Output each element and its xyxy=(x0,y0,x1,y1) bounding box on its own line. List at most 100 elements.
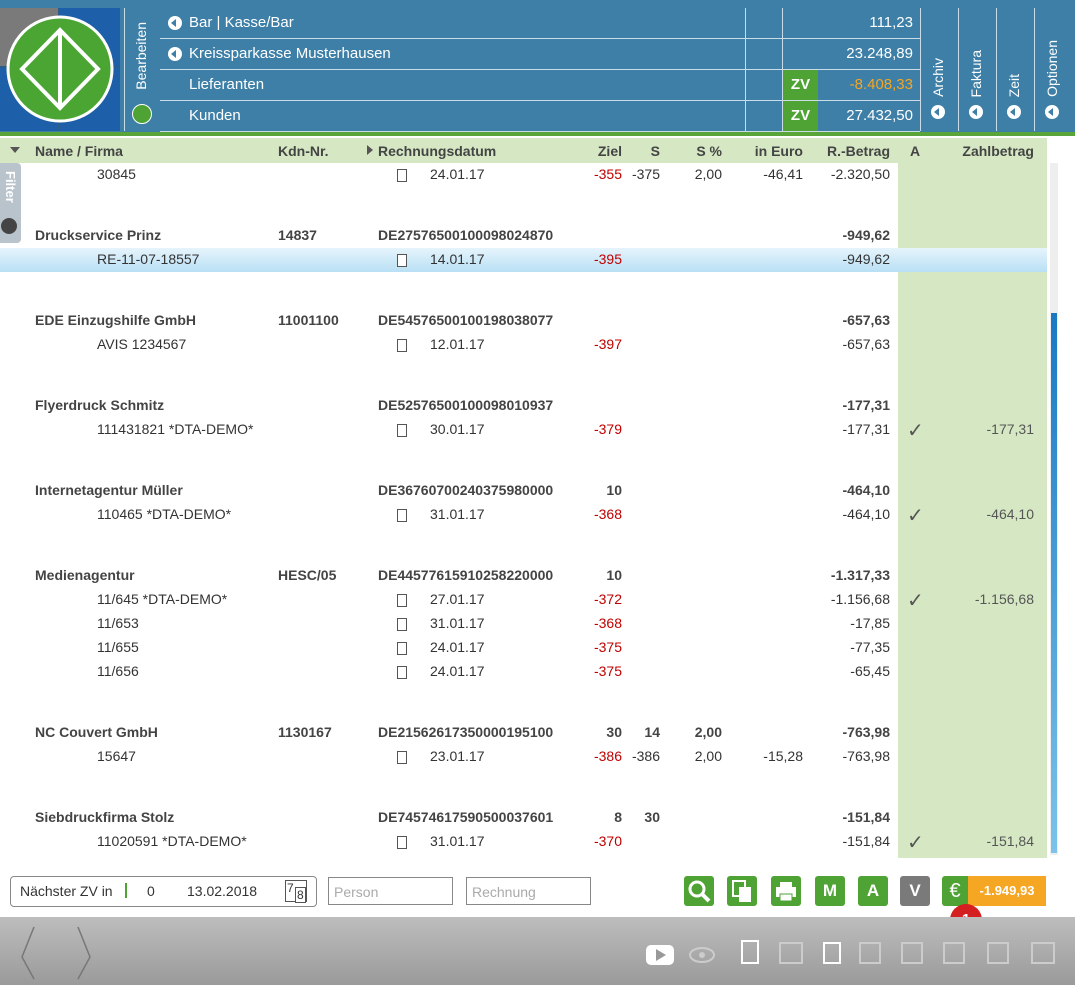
item-ref: 30845 xyxy=(97,166,136,182)
scroll-thumb[interactable] xyxy=(1051,313,1057,853)
sort-arrow[interactable] xyxy=(367,145,373,155)
item-date: 24.01.17 xyxy=(430,166,485,182)
account-row: Kunden ZV 27.432,50 xyxy=(160,101,920,132)
group-iban: DE36760700240375980000 xyxy=(378,482,554,498)
column-header: Name / Firma Kdn-Nr. Rechnungsdatum Ziel S S … xyxy=(0,138,1047,163)
doc-icon[interactable] xyxy=(397,509,407,522)
sort-arrow[interactable] xyxy=(10,147,20,153)
column-title[interactable]: S % xyxy=(696,143,722,159)
check-mark[interactable]: ✓ xyxy=(907,590,924,612)
person-input[interactable]: Person xyxy=(328,877,453,905)
account-label: Bar | Kasse/Bar xyxy=(189,14,294,31)
selected-row[interactable] xyxy=(0,248,1047,272)
cell-border xyxy=(745,8,746,38)
doc-icon[interactable] xyxy=(397,836,407,849)
item-ziel: -379 xyxy=(593,421,622,437)
doc-icon[interactable] xyxy=(397,594,407,607)
zv-badge[interactable]: ZV xyxy=(783,70,818,100)
item-ref: 11/656 xyxy=(97,663,139,679)
header: Bearbeiten Bar | Kasse/Bar 111,23 Kreisspa… xyxy=(0,0,1075,133)
side-tab-label: Zeit xyxy=(1006,73,1022,97)
group-ziel: 30 xyxy=(606,724,622,740)
filter-button[interactable] xyxy=(1,218,17,234)
cell-border xyxy=(745,70,746,100)
item-date: 23.01.17 xyxy=(430,748,485,764)
group-iban: DE52576500100098010937 xyxy=(378,397,554,413)
column-title[interactable]: Zahlbetrag xyxy=(962,143,1034,159)
account-label: Kunden xyxy=(189,107,241,124)
group-total: -657,63 xyxy=(842,312,890,328)
item-zahl: -151,84 xyxy=(986,833,1034,849)
item-betrag: -177,31 xyxy=(842,421,890,437)
column-title[interactable]: Rechnungsdatum xyxy=(378,143,497,159)
check-mark[interactable]: ✓ xyxy=(907,832,924,854)
doc-icon[interactable] xyxy=(397,339,407,352)
tab-arrow[interactable] xyxy=(1007,105,1021,119)
side-tab[interactable]: Archiv xyxy=(920,8,957,131)
edit-tab[interactable]: Bearbeiten xyxy=(124,8,158,131)
doc-icon[interactable] xyxy=(397,424,407,437)
column-title[interactable]: A xyxy=(910,143,921,159)
doc-icon[interactable] xyxy=(397,642,407,655)
side-tab[interactable]: Zeit xyxy=(996,8,1033,131)
item-date: 31.01.17 xyxy=(430,506,485,522)
column-title[interactable]: R.-Betrag xyxy=(826,143,890,159)
print-button[interactable] xyxy=(771,876,801,906)
item-euro: -15,28 xyxy=(763,748,803,764)
edit-button[interactable] xyxy=(132,104,152,124)
doc-icon[interactable] xyxy=(397,169,407,182)
item-ref: 111431821 *DTA-DEMO* xyxy=(97,421,254,437)
footer-button[interactable]: A xyxy=(858,876,888,906)
side-tab-label: Archiv xyxy=(930,58,946,97)
logo[interactable] xyxy=(0,8,120,131)
item-betrag: -1.156,68 xyxy=(830,591,890,607)
check-mark[interactable]: ✓ xyxy=(907,505,924,527)
side-tab[interactable]: Optionen xyxy=(1034,8,1071,131)
euro-button[interactable]: € xyxy=(942,876,968,906)
group-total: -177,31 xyxy=(842,397,890,413)
column-title[interactable]: S xyxy=(650,143,660,159)
item-s: -386 xyxy=(631,748,660,764)
check-mark[interactable]: ✓ xyxy=(907,420,924,442)
group-iban: DE44577615910258220000 xyxy=(378,567,554,583)
doc-icon[interactable] xyxy=(397,254,407,267)
bottom-bar xyxy=(0,917,1075,985)
search-button[interactable] xyxy=(684,876,714,906)
cell-border xyxy=(782,39,783,69)
item-ziel: -355 xyxy=(593,166,622,182)
copy-button[interactable] xyxy=(727,876,757,906)
column-title[interactable]: Kdn-Nr. xyxy=(278,143,329,159)
item-ref: 11/655 xyxy=(97,639,139,655)
group-name: NC Couvert GmbH xyxy=(35,724,158,740)
doc-icon[interactable] xyxy=(397,618,407,631)
filter-tab[interactable]: Filter xyxy=(0,163,21,243)
calendar[interactable]: 7 8 xyxy=(285,880,307,903)
column-title[interactable]: Ziel xyxy=(597,143,622,159)
footer-button[interactable]: V xyxy=(900,876,930,906)
item-ziel: -395 xyxy=(593,251,622,267)
tab-arrow[interactable] xyxy=(969,105,983,119)
tab-arrow[interactable] xyxy=(931,105,945,119)
next-days: 0 xyxy=(147,883,155,899)
item-ref: 11020591 *DTA-DEMO* xyxy=(97,833,247,849)
item-spct: 2,00 xyxy=(694,166,722,182)
pay-total[interactable]: -1.949,93 xyxy=(968,876,1046,906)
footer-button[interactable]: M xyxy=(815,876,845,906)
scrollbar xyxy=(1050,163,1058,855)
account-arrow[interactable] xyxy=(168,16,182,30)
invoice-input[interactable]: Rechnung xyxy=(466,877,591,905)
item-ziel: -386 xyxy=(593,748,622,764)
doc-icon[interactable] xyxy=(397,666,407,679)
side-tab-label: Faktura xyxy=(968,49,984,97)
group-spct: 2,00 xyxy=(694,724,722,740)
cal-a: 7 xyxy=(287,881,294,895)
side-tab[interactable]: Faktura xyxy=(958,8,995,131)
item-date: 31.01.17 xyxy=(430,833,485,849)
zv-badge[interactable]: ZV xyxy=(783,101,818,131)
tab-arrow[interactable] xyxy=(1045,105,1059,119)
column-title[interactable]: in Euro xyxy=(754,143,803,159)
column-title[interactable]: Name / Firma xyxy=(35,143,123,159)
account-label: Lieferanten xyxy=(189,76,265,93)
account-arrow[interactable] xyxy=(168,47,182,61)
doc-icon[interactable] xyxy=(397,751,407,764)
